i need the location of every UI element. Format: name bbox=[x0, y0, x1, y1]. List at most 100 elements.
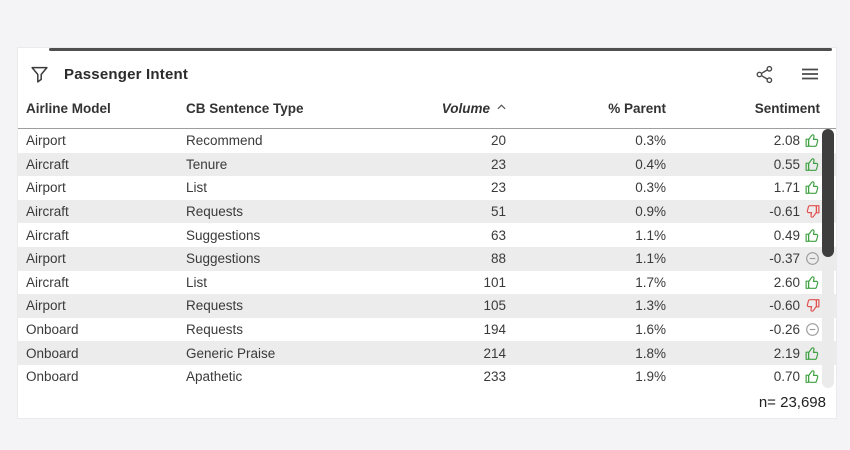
thumbs-up-icon bbox=[805, 180, 820, 195]
sentiment-value: 0.70 bbox=[773, 369, 800, 385]
cell-pct-parent: 1.3% bbox=[635, 298, 666, 314]
cell-pct-parent: 1.7% bbox=[635, 274, 666, 290]
cell-airline-model: Airport bbox=[26, 298, 66, 314]
table-row[interactable]: Aircraft Requests 51 0.9% -0.61 bbox=[18, 199, 836, 224]
cell-pct-parent: 1.8% bbox=[635, 345, 666, 361]
filter-button[interactable] bbox=[30, 65, 49, 84]
cell-sentiment: 2.19 bbox=[666, 346, 820, 361]
cell-cb-sentence-type: Suggestions bbox=[186, 251, 261, 267]
filter-icon bbox=[31, 66, 48, 83]
neutral-minus-icon bbox=[805, 322, 820, 337]
cell-sentiment: 0.70 bbox=[666, 369, 820, 384]
cell-pct-parent: 0.3% bbox=[635, 180, 666, 196]
table-row[interactable]: Airport Recommend 20 0.3% 2.08 bbox=[18, 129, 836, 153]
sentiment-value: -0.60 bbox=[769, 298, 800, 314]
cell-sentiment: -0.60 bbox=[666, 298, 820, 313]
cell-cb-sentence-type: Suggestions bbox=[186, 227, 261, 243]
cell-airline-model: Airport bbox=[26, 251, 66, 267]
thumbs-up-icon bbox=[805, 346, 820, 361]
cell-airline-model: Onboard bbox=[26, 369, 79, 385]
table-row[interactable]: Airport List 23 0.3% 1.71 bbox=[18, 176, 836, 200]
column-header-sentiment[interactable]: Sentiment bbox=[754, 101, 820, 116]
cell-volume: 214 bbox=[483, 345, 506, 361]
table-body: Airport Recommend 20 0.3% 2.08 Aircraft … bbox=[18, 129, 836, 389]
horizontal-scrollbar[interactable] bbox=[49, 48, 832, 51]
column-header-pct-parent[interactable]: % Parent bbox=[608, 101, 666, 116]
thumbs-down-icon bbox=[805, 298, 820, 313]
table-row[interactable]: Onboard Apathetic 233 1.9% 0.70 bbox=[18, 364, 836, 389]
sentiment-value: -0.37 bbox=[769, 251, 800, 267]
cell-volume: 194 bbox=[483, 322, 506, 338]
cell-airline-model: Aircraft bbox=[26, 274, 69, 290]
volume-header-label: Volume bbox=[441, 101, 490, 116]
table-header-row: Airline Model CB Sentence Type Volume % … bbox=[18, 89, 836, 129]
sentiment-value: 1.71 bbox=[773, 180, 800, 196]
table-row[interactable]: Aircraft Tenure 23 0.4% 0.55 bbox=[18, 152, 836, 177]
column-header-airline-model[interactable]: Airline Model bbox=[26, 101, 111, 116]
cell-airline-model: Airport bbox=[26, 133, 66, 149]
thumbs-down-icon bbox=[805, 204, 820, 219]
cell-volume: 51 bbox=[490, 204, 506, 220]
cell-cb-sentence-type: Requests bbox=[186, 322, 244, 338]
cell-volume: 63 bbox=[490, 227, 506, 243]
cell-airline-model: Aircraft bbox=[26, 227, 69, 243]
table-row[interactable]: Airport Suggestions 88 1.1% -0.37 bbox=[18, 246, 836, 271]
total-count-label: n= 23,698 bbox=[758, 393, 826, 411]
cell-airline-model: Aircraft bbox=[26, 156, 69, 172]
cell-volume: 105 bbox=[483, 298, 506, 314]
vertical-scrollbar-track[interactable] bbox=[822, 129, 834, 388]
cell-sentiment: -0.26 bbox=[666, 322, 820, 337]
cell-cb-sentence-type: List bbox=[186, 180, 208, 196]
cell-volume: 23 bbox=[490, 156, 506, 172]
neutral-minus-icon bbox=[805, 251, 820, 266]
cell-pct-parent: 1.1% bbox=[635, 227, 666, 243]
cell-volume: 88 bbox=[490, 251, 506, 267]
thumbs-up-icon bbox=[805, 369, 820, 384]
share-icon bbox=[756, 65, 773, 83]
sentiment-value: 2.19 bbox=[773, 345, 800, 361]
sentiment-value: 0.55 bbox=[773, 156, 800, 172]
cell-sentiment: 2.08 bbox=[666, 133, 820, 148]
cell-volume: 20 bbox=[490, 133, 506, 149]
cell-sentiment: 0.49 bbox=[666, 228, 820, 243]
cell-cb-sentence-type: Recommend bbox=[186, 133, 263, 149]
thumbs-up-icon bbox=[805, 133, 820, 148]
cell-airline-model: Aircraft bbox=[26, 204, 69, 220]
cell-airline-model: Onboard bbox=[26, 345, 79, 361]
thumbs-up-icon bbox=[805, 157, 820, 172]
sentiment-value: -0.26 bbox=[769, 322, 800, 338]
cell-sentiment: 1.71 bbox=[666, 180, 820, 195]
menu-button[interactable] bbox=[800, 65, 820, 83]
table-row[interactable]: Onboard Generic Praise 214 1.8% 2.19 bbox=[18, 341, 836, 365]
passenger-intent-widget: Passenger Intent Airline Model CB Senten… bbox=[18, 48, 836, 418]
widget-title: Passenger Intent bbox=[64, 65, 189, 83]
cell-pct-parent: 0.9% bbox=[635, 204, 666, 220]
cell-volume: 233 bbox=[483, 369, 506, 385]
table-row[interactable]: Aircraft List 101 1.7% 2.60 bbox=[18, 270, 836, 295]
cell-sentiment: -0.61 bbox=[666, 204, 820, 219]
cell-cb-sentence-type: Requests bbox=[186, 298, 244, 314]
cell-pct-parent: 1.9% bbox=[635, 369, 666, 385]
share-button[interactable] bbox=[755, 65, 774, 84]
cell-pct-parent: 0.4% bbox=[635, 156, 666, 172]
table-row[interactable]: Aircraft Suggestions 63 1.1% 0.49 bbox=[18, 223, 836, 247]
vertical-scrollbar-thumb[interactable] bbox=[822, 129, 834, 257]
table-row[interactable]: Onboard Requests 194 1.6% -0.26 bbox=[18, 317, 836, 342]
cell-cb-sentence-type: Generic Praise bbox=[186, 345, 276, 361]
cell-volume: 23 bbox=[490, 180, 506, 196]
cell-cb-sentence-type: Tenure bbox=[186, 156, 228, 172]
sort-ascending-icon bbox=[497, 104, 506, 110]
sentiment-value: 2.08 bbox=[773, 133, 800, 149]
column-header-volume[interactable]: Volume bbox=[366, 101, 506, 116]
table-row[interactable]: Airport Requests 105 1.3% -0.60 bbox=[18, 294, 836, 318]
cell-sentiment: 2.60 bbox=[666, 275, 820, 290]
sentiment-value: 2.60 bbox=[773, 274, 800, 290]
column-header-cb-sentence-type[interactable]: CB Sentence Type bbox=[186, 101, 304, 116]
cell-pct-parent: 1.6% bbox=[635, 322, 666, 338]
cell-airline-model: Airport bbox=[26, 180, 66, 196]
sentiment-value: -0.61 bbox=[769, 204, 800, 220]
cell-pct-parent: 0.3% bbox=[635, 133, 666, 149]
widget-header: Passenger Intent bbox=[18, 48, 836, 88]
sentiment-value: 0.49 bbox=[773, 227, 800, 243]
thumbs-up-icon bbox=[805, 228, 820, 243]
